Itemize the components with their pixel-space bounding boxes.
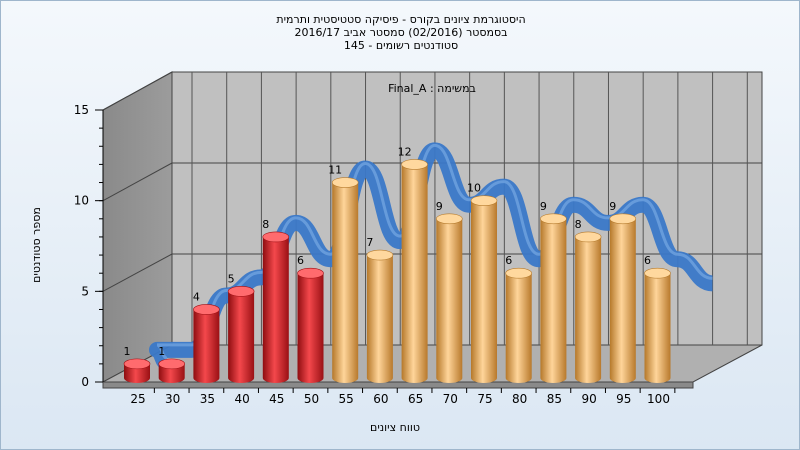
bar-50: 6 bbox=[297, 254, 324, 383]
bar-top bbox=[435, 213, 463, 225]
bar-40: 5 bbox=[228, 272, 255, 383]
data-label: 6 bbox=[505, 254, 512, 267]
data-label: 8 bbox=[262, 218, 269, 231]
bar-body bbox=[228, 291, 255, 383]
bar-95: 9 bbox=[609, 200, 637, 383]
bar-80: 6 bbox=[505, 254, 533, 383]
bar-45: 8 bbox=[262, 218, 290, 383]
x-tick-label: 55 bbox=[339, 392, 354, 406]
data-label: 12 bbox=[398, 145, 412, 158]
x-tick-label: 90 bbox=[581, 392, 596, 406]
bar-body bbox=[575, 236, 602, 383]
bar-top bbox=[227, 286, 255, 297]
bar-top bbox=[505, 267, 533, 279]
chart-title-line-1: היסטוגרמת ציונים בקורס - פיסיקה סטטיסטית… bbox=[276, 13, 526, 26]
x-tick-label: 35 bbox=[200, 392, 215, 406]
bar-body bbox=[401, 164, 428, 383]
data-label: 9 bbox=[609, 200, 616, 213]
data-label: 4 bbox=[193, 290, 200, 303]
x-tick-label: 95 bbox=[616, 392, 631, 406]
bar-body bbox=[436, 218, 463, 383]
bar-85: 9 bbox=[540, 200, 567, 383]
x-tick-label: 45 bbox=[269, 392, 284, 406]
bar-top bbox=[158, 358, 185, 370]
bar-top bbox=[123, 358, 151, 370]
bar-top bbox=[540, 213, 567, 225]
y-gridline-side bbox=[102, 71, 173, 111]
x-tick-label: 75 bbox=[477, 392, 492, 406]
x-tick-label: 25 bbox=[130, 392, 145, 406]
x-tick-label: 40 bbox=[234, 392, 249, 406]
floor-front-edge bbox=[102, 381, 694, 389]
bar-body bbox=[505, 273, 532, 383]
x-tick-label: 85 bbox=[547, 392, 562, 406]
x-tick-label: 65 bbox=[408, 392, 423, 406]
bar-body bbox=[193, 309, 220, 383]
data-label: 1 bbox=[158, 345, 165, 358]
bar-30: 1 bbox=[158, 345, 185, 383]
y-gridline-side bbox=[102, 253, 173, 292]
bar-body bbox=[366, 255, 393, 383]
bar-body bbox=[262, 236, 289, 383]
data-label: 9 bbox=[540, 200, 547, 213]
data-label: 6 bbox=[644, 254, 651, 267]
y-tick-label: 0 bbox=[81, 375, 89, 389]
bar-top bbox=[366, 249, 394, 261]
bar-55: 11 bbox=[328, 164, 359, 383]
y-gridline-side bbox=[102, 162, 173, 202]
bar-top bbox=[401, 159, 428, 170]
x-tick-label: 30 bbox=[165, 392, 180, 406]
chart-subtitle: Final_A : במשימה bbox=[388, 82, 476, 95]
bar-body bbox=[124, 363, 150, 383]
y-tick-label: 10 bbox=[74, 194, 89, 208]
chart-title-line-3: סטודנטים רשומים - 145 bbox=[343, 39, 459, 52]
bar-top bbox=[262, 231, 290, 243]
x-tick-label: 70 bbox=[443, 392, 458, 406]
bar-top bbox=[574, 231, 602, 243]
bar-65: 12 bbox=[398, 145, 428, 383]
data-label: 6 bbox=[297, 254, 304, 267]
bar-body bbox=[332, 182, 359, 383]
bar-35: 4 bbox=[193, 290, 220, 383]
bar-90: 8 bbox=[575, 218, 602, 383]
bar-body bbox=[297, 273, 324, 383]
data-label: 11 bbox=[328, 164, 342, 177]
data-label: 5 bbox=[228, 272, 235, 285]
data-label: 8 bbox=[575, 218, 582, 231]
left-wall bbox=[102, 71, 173, 383]
x-tick-label: 100 bbox=[647, 392, 670, 406]
data-label: 10 bbox=[467, 182, 481, 195]
bar-top bbox=[193, 304, 220, 315]
bar-body bbox=[644, 273, 671, 383]
bar-top bbox=[609, 213, 637, 225]
bar-100: 6 bbox=[644, 254, 671, 383]
bar-body bbox=[609, 218, 636, 383]
x-tick-label: 80 bbox=[512, 392, 527, 406]
bar-70: 9 bbox=[436, 200, 463, 383]
bar-75: 10 bbox=[467, 182, 498, 383]
data-label: 1 bbox=[124, 345, 131, 358]
chart-title-line-2: בסמסטר (02/2016) סמסטר אביב 2016/17 bbox=[294, 26, 508, 39]
x-axis-label: טווח ציונים bbox=[370, 421, 420, 434]
bar-25: 1 bbox=[124, 345, 151, 383]
data-label: 7 bbox=[366, 236, 373, 249]
bar-top bbox=[470, 195, 498, 206]
bar-60: 7 bbox=[366, 236, 394, 383]
data-label: 9 bbox=[436, 200, 443, 213]
bar-body bbox=[540, 218, 567, 383]
bar-top bbox=[331, 177, 359, 188]
y-tick-label: 15 bbox=[74, 103, 89, 117]
bar-top bbox=[644, 267, 671, 279]
y-tick-label: 5 bbox=[81, 284, 89, 298]
x-tick-label: 60 bbox=[373, 392, 388, 406]
bar-top bbox=[297, 267, 324, 279]
bar-body bbox=[158, 363, 185, 383]
y-axis-label: מספר סטודנטים bbox=[30, 207, 43, 283]
x-tick-label: 50 bbox=[304, 392, 319, 406]
bar-body bbox=[471, 200, 497, 383]
